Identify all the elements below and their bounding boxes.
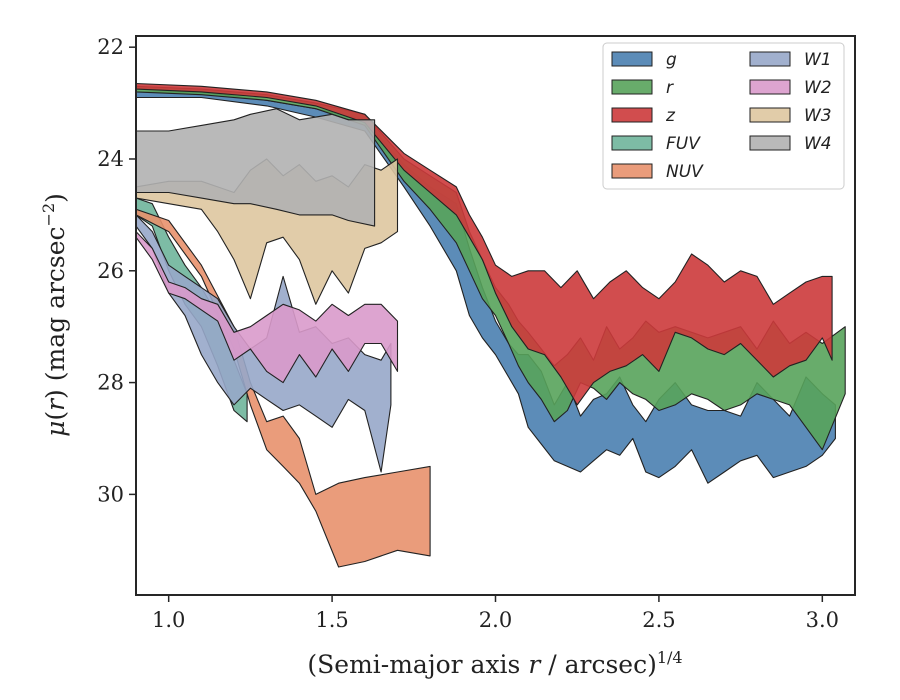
legend-swatch-fuv [611,135,653,151]
legend-label-fuv: FUV [666,134,701,154]
y-tick-label: 26 [97,259,124,283]
legend-swatch-w3 [749,107,791,123]
y-tick-label: 28 [97,371,124,395]
legend-swatch-nuv [611,163,653,179]
legend-swatch-w4 [749,135,791,151]
legend-label-z: z [665,106,676,126]
legend-label-w3: W3 [804,106,832,126]
band-w2 [136,231,399,384]
legend-swatch-g [611,51,653,67]
series-layer [136,82,846,568]
legend-label-w2: W2 [804,78,832,98]
y-axis-label: μ(r) (mag arcsec−2) [39,193,70,437]
y-tick-label: 30 [97,482,124,506]
band-w4 [136,108,376,227]
legend-swatch-z [611,107,653,123]
x-axis: 1.0 1.5 2.0 2.5 3.0 [152,595,839,632]
legend-label-nuv: NUV [666,162,704,182]
x-tick-label: 1.0 [152,608,185,632]
x-tick-label: 2.0 [479,608,512,632]
legend-swatch-w2 [749,79,791,95]
band-z [136,82,833,406]
legend-label-w4: W4 [804,134,832,154]
x-tick-label: 3.0 [806,608,839,632]
legend-label-w1: W1 [804,50,832,70]
x-tick-label: 2.5 [642,608,675,632]
legend-swatch-r [611,79,653,95]
x-axis-label: (Semi-major axis r / arcsec)1/4 [307,648,682,679]
legend-label-g: g [666,50,677,70]
y-tick-label: 22 [97,35,124,59]
legend-label-r: r [666,78,674,98]
legend-swatch-w1 [749,51,791,67]
y-tick-label: 24 [97,147,124,171]
legend: grz FUV NUV W1 W2 W3 W4 [602,42,845,190]
y-axis: 22 24 26 28 30 [97,35,136,506]
x-tick-label: 1.5 [315,608,348,632]
